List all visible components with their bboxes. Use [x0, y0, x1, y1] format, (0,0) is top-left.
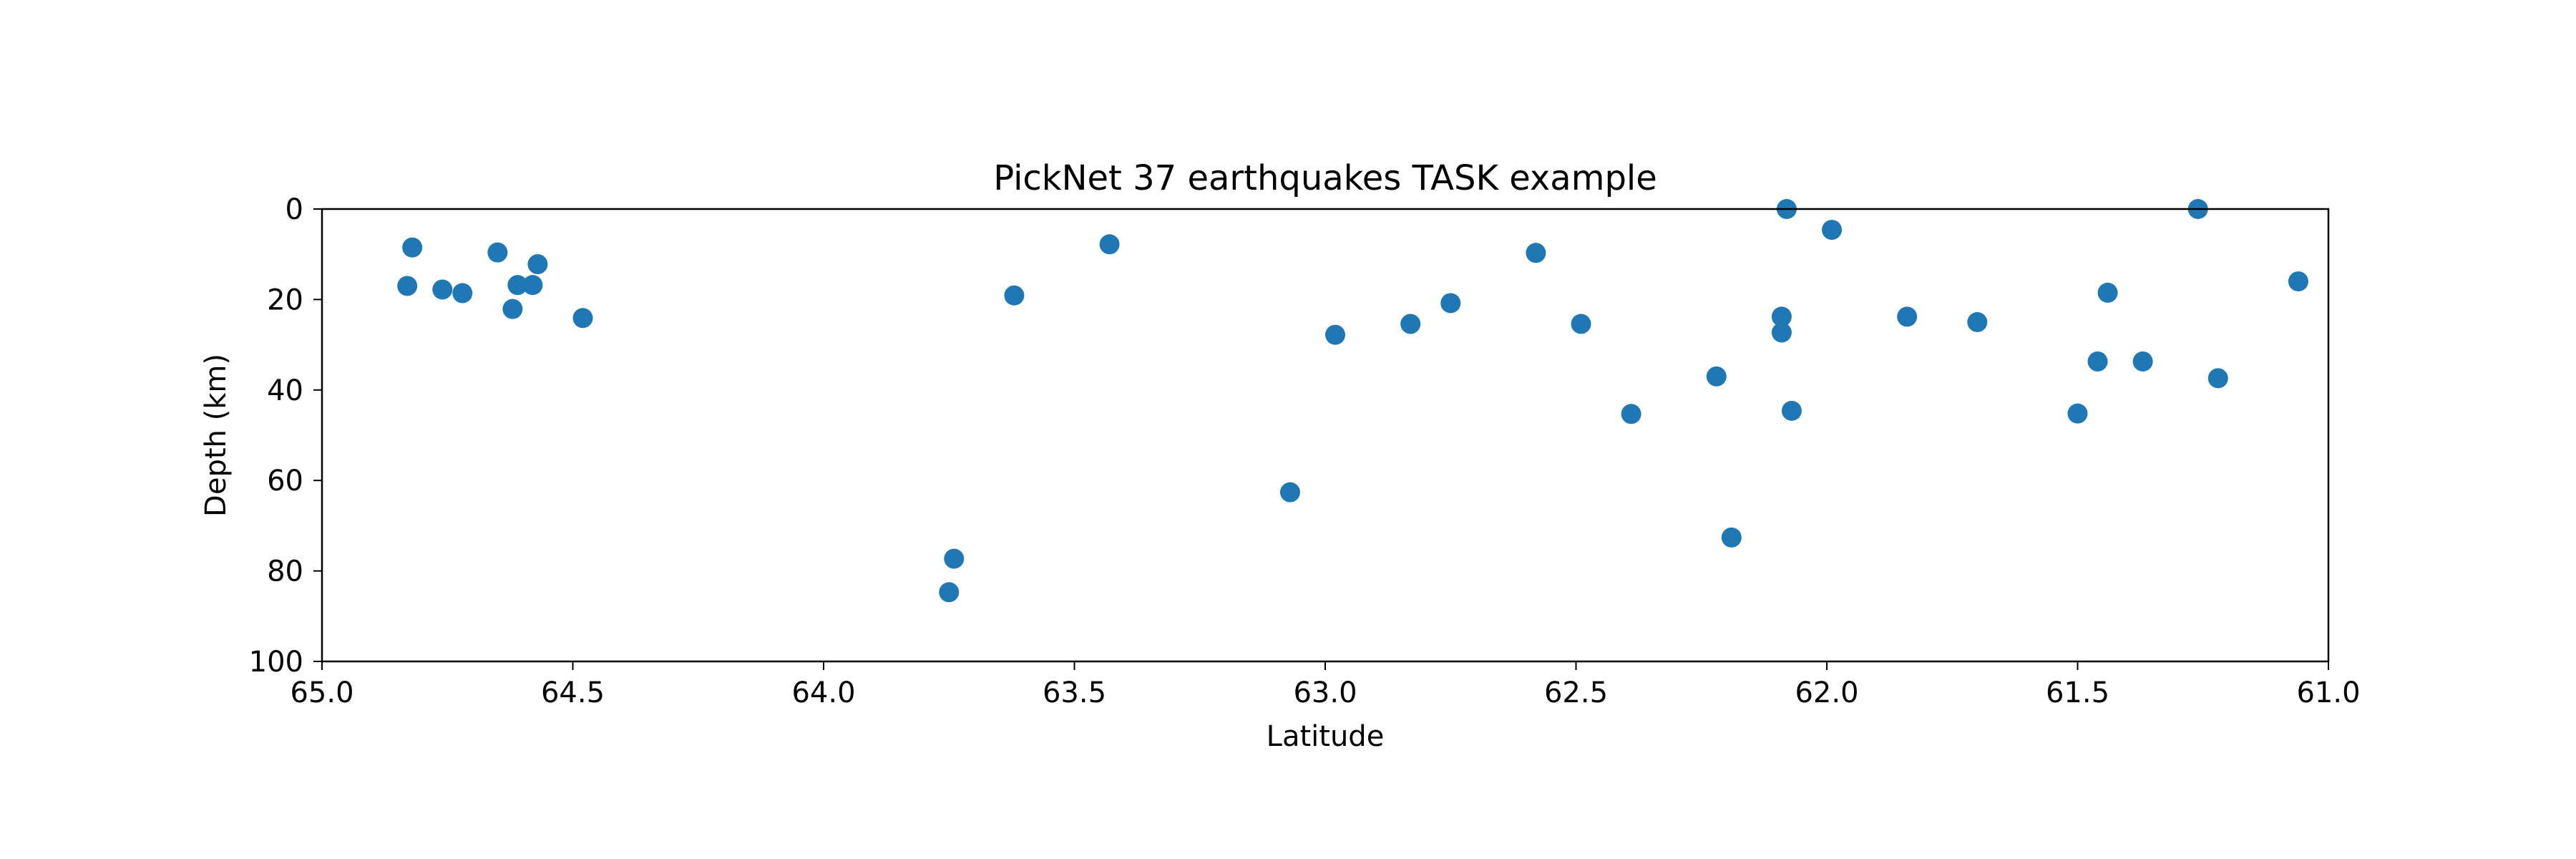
data-point: [1771, 306, 1792, 327]
data-point: [1967, 312, 1988, 332]
x-tick-label: 64.5: [541, 676, 605, 709]
data-point: [1571, 314, 1591, 334]
data-point: [487, 242, 508, 263]
y-tick-label: 40: [267, 374, 303, 407]
x-axis-ticks: 65.0 64.5 64.0 63.5 63.0 62.5 62.0 61.5 61.0: [290, 661, 2361, 709]
x-tick-label: 61.0: [2296, 676, 2360, 709]
data-point: [1325, 324, 1346, 345]
data-point: [939, 582, 960, 603]
data-point: [432, 279, 453, 300]
data-point: [1526, 243, 1546, 263]
data-point: [1279, 482, 1300, 503]
y-axis-label: Depth (km): [200, 354, 233, 517]
data-point: [2087, 351, 2108, 372]
x-tick-label: 65.0: [290, 676, 353, 709]
x-tick-label: 62.0: [1795, 676, 1858, 709]
y-tick-label: 80: [267, 555, 303, 588]
plot-area-frame: [321, 208, 2330, 663]
data-point: [1400, 314, 1421, 334]
data-point: [507, 275, 528, 296]
y-tick-label: 60: [267, 465, 303, 498]
chart-title: PickNet 37 earthquakes TASK example: [993, 158, 1657, 198]
data-point: [2097, 282, 2118, 303]
data-point: [2207, 368, 2228, 389]
data-point: [1621, 404, 1641, 424]
x-tick-label: 61.5: [2046, 676, 2109, 709]
data-point: [397, 276, 418, 296]
data-point: [1771, 322, 1792, 343]
data-point: [1721, 527, 1742, 548]
data-point: [1706, 366, 1727, 387]
y-tick-label: 20: [267, 283, 303, 316]
data-point: [2288, 271, 2308, 292]
data-point: [452, 283, 473, 304]
x-tick-label: 63.5: [1043, 676, 1106, 709]
x-tick-label: 64.0: [791, 676, 855, 709]
data-point: [2067, 403, 2088, 424]
x-tick-label: 63.0: [1293, 676, 1357, 709]
x-tick-label: 62.5: [1544, 676, 1608, 709]
y-axis-ticks: 0 20 40 60 80 100: [249, 193, 322, 679]
data-point: [402, 237, 423, 258]
data-point: [1440, 293, 1461, 314]
data-point: [502, 299, 523, 319]
data-point: [1781, 400, 1802, 421]
data-point: [1897, 306, 1918, 327]
y-tick-label: 100: [249, 646, 303, 679]
data-point: [1099, 234, 1120, 255]
data-point: [1004, 285, 1025, 306]
data-point: [1822, 220, 1843, 241]
data-point: [572, 308, 593, 329]
x-axis-label: Latitude: [1267, 720, 1385, 753]
data-point: [2132, 351, 2153, 372]
data-point: [522, 275, 543, 296]
y-tick-label: 0: [286, 193, 303, 226]
data-point: [944, 548, 965, 569]
data-point: [527, 254, 548, 275]
scatter-points: [397, 199, 2308, 603]
